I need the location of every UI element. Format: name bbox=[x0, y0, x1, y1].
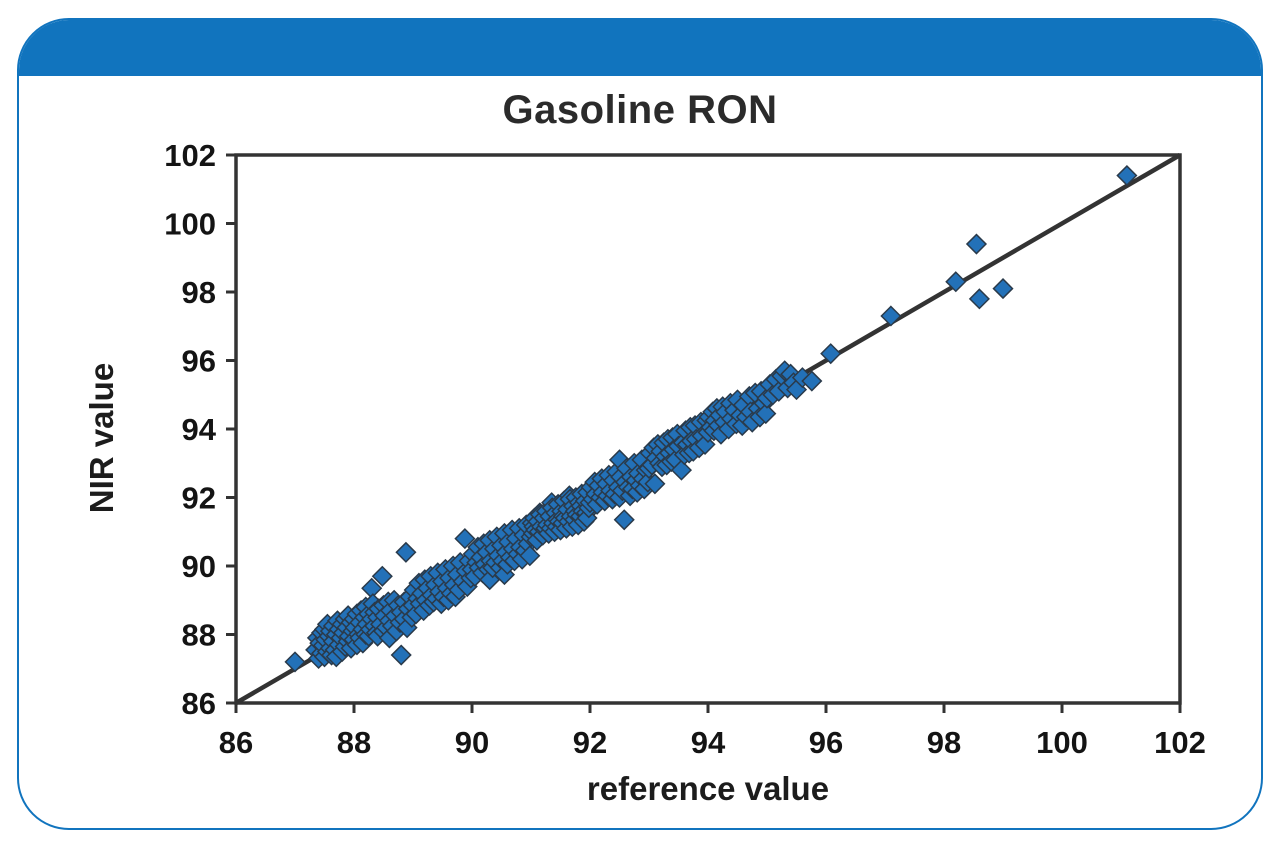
x-axis-title: reference value bbox=[586, 770, 830, 807]
y-axis-title-text: NIR value bbox=[83, 362, 120, 514]
data-point bbox=[371, 565, 393, 587]
data-point bbox=[395, 541, 417, 563]
y-tick-label: 98 bbox=[182, 275, 216, 310]
x-tick-label: 86 bbox=[219, 725, 253, 760]
y-tick-label: 100 bbox=[164, 207, 216, 242]
data-point bbox=[945, 271, 967, 293]
x-tick-label: 98 bbox=[927, 725, 961, 760]
y-tick-label: 96 bbox=[182, 344, 216, 379]
data-point bbox=[454, 528, 476, 550]
x-tick-label: 96 bbox=[809, 725, 843, 760]
data-point bbox=[670, 459, 693, 481]
data-point bbox=[965, 233, 988, 255]
y-tick-label: 90 bbox=[182, 549, 216, 584]
y-tick-label: 86 bbox=[182, 686, 216, 721]
x-tick-label: 88 bbox=[337, 725, 371, 760]
data-point bbox=[755, 403, 777, 425]
x-tick-label: 102 bbox=[1154, 725, 1206, 760]
x-tick-label: 100 bbox=[1036, 725, 1088, 760]
data-point bbox=[613, 509, 635, 531]
y-tick-label: 102 bbox=[164, 138, 216, 173]
y-tick-label: 88 bbox=[182, 618, 216, 653]
data-point bbox=[820, 343, 842, 365]
data-point bbox=[284, 651, 306, 673]
x-tick-label: 94 bbox=[691, 725, 726, 760]
card-header-bar bbox=[19, 20, 1261, 76]
data-point bbox=[390, 644, 412, 666]
x-axis-ticks: 86 88 90 92 94 96 98 100 102 bbox=[219, 703, 1206, 760]
y-axis-ticks: 86 88 90 92 94 96 98 100 102 bbox=[164, 138, 236, 721]
y-tick-label: 92 bbox=[182, 481, 216, 516]
data-point bbox=[880, 305, 902, 327]
x-tick-label: 92 bbox=[573, 725, 607, 760]
data-point bbox=[968, 288, 990, 310]
data-point bbox=[519, 545, 541, 567]
data-point bbox=[992, 278, 1014, 300]
data-point bbox=[1116, 164, 1138, 187]
data-point bbox=[801, 370, 823, 392]
chart-title: Gasoline RON bbox=[502, 88, 778, 132]
data-points bbox=[284, 164, 1138, 673]
x-tick-label: 90 bbox=[455, 725, 489, 760]
data-point bbox=[644, 473, 666, 495]
y-tick-label: 94 bbox=[182, 412, 217, 447]
